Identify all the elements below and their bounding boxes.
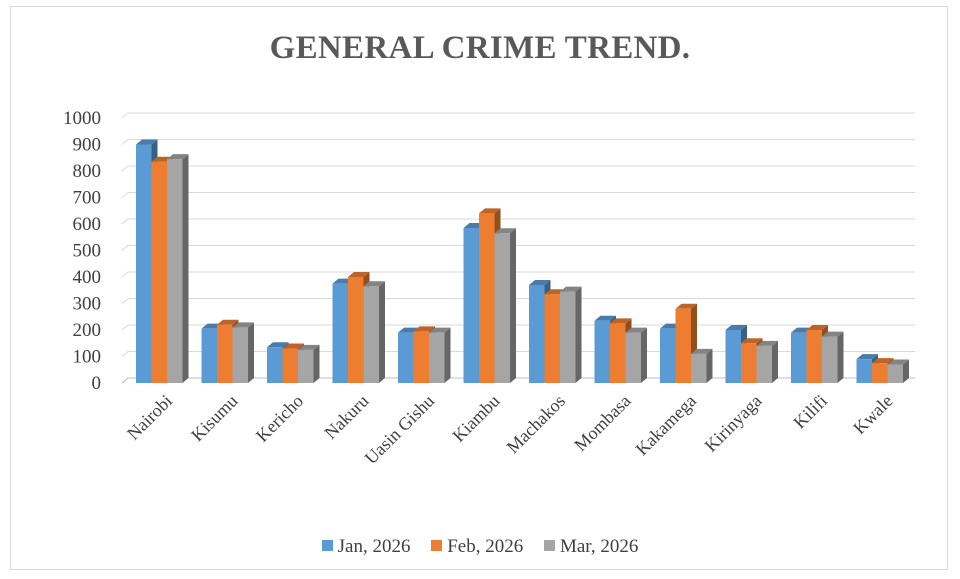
x-tick-label: Kericho	[252, 391, 307, 446]
bar	[822, 331, 844, 383]
chart-title: GENERAL CRIME TREND.	[269, 30, 691, 66]
bar	[298, 344, 320, 383]
x-tick-label: Mombasa	[570, 391, 634, 455]
x-tick-label: Kirinyaga	[701, 391, 766, 456]
x-tick-label: Nakuru	[320, 391, 372, 443]
gridline	[121, 298, 915, 304]
gridline	[121, 324, 915, 331]
gridline	[121, 139, 915, 145]
bar	[887, 359, 909, 383]
y-tick-label: 0	[92, 373, 102, 394]
legend-item-feb: Feb, 2026	[431, 536, 523, 558]
axis-floor	[121, 377, 915, 384]
bar	[756, 340, 778, 383]
bar	[494, 228, 516, 383]
x-tick-label: Machakos	[503, 391, 569, 457]
bar	[363, 281, 385, 383]
gridline	[121, 245, 915, 251]
gridline	[121, 218, 915, 225]
x-tick-label: Kisumu	[187, 391, 241, 445]
bar	[691, 348, 713, 383]
bar	[560, 286, 582, 383]
legend-label-feb: Feb, 2026	[447, 536, 524, 557]
y-tick-label: 100	[73, 347, 102, 368]
x-tick-label: Kwale	[849, 391, 896, 438]
bar	[625, 327, 647, 383]
x-tick-label: Kiambu	[448, 391, 503, 446]
bar	[232, 322, 254, 383]
gridline	[121, 192, 915, 198]
legend-item-mar: Mar, 2026	[543, 536, 639, 558]
x-tick-label: Uasin Gishu	[361, 391, 438, 468]
legend-label-jan: Jan, 2026	[337, 536, 411, 557]
y-tick-label: 300	[73, 294, 102, 315]
legend-swatch-jan	[321, 540, 333, 551]
gridline	[121, 112, 915, 119]
legend-swatch-mar	[543, 540, 555, 551]
x-tick-label: Kakamega	[632, 391, 701, 460]
bar	[429, 327, 451, 383]
gridline	[121, 351, 915, 357]
y-tick-label: 500	[73, 241, 102, 262]
y-tick-label: 700	[73, 188, 102, 209]
y-tick-label: 200	[73, 320, 102, 341]
legend-item-jan: Jan, 2026	[321, 536, 411, 558]
y-tick-label: 900	[73, 135, 102, 156]
chart-legend: Jan, 2026 Feb, 2026 Mar, 2026	[0, 536, 960, 558]
gridline	[121, 271, 915, 278]
bar	[167, 154, 189, 383]
gridline	[121, 165, 915, 172]
y-tick-label: 400	[73, 267, 102, 288]
y-tick-label: 600	[73, 214, 102, 235]
y-tick-label: 1000	[63, 108, 101, 129]
y-tick-label: 800	[73, 161, 102, 182]
x-tick-label: Kilifi	[789, 391, 831, 433]
x-tick-label: Nairobi	[123, 391, 176, 444]
legend-label-mar: Mar, 2026	[559, 536, 639, 557]
legend-swatch-feb	[431, 540, 443, 551]
